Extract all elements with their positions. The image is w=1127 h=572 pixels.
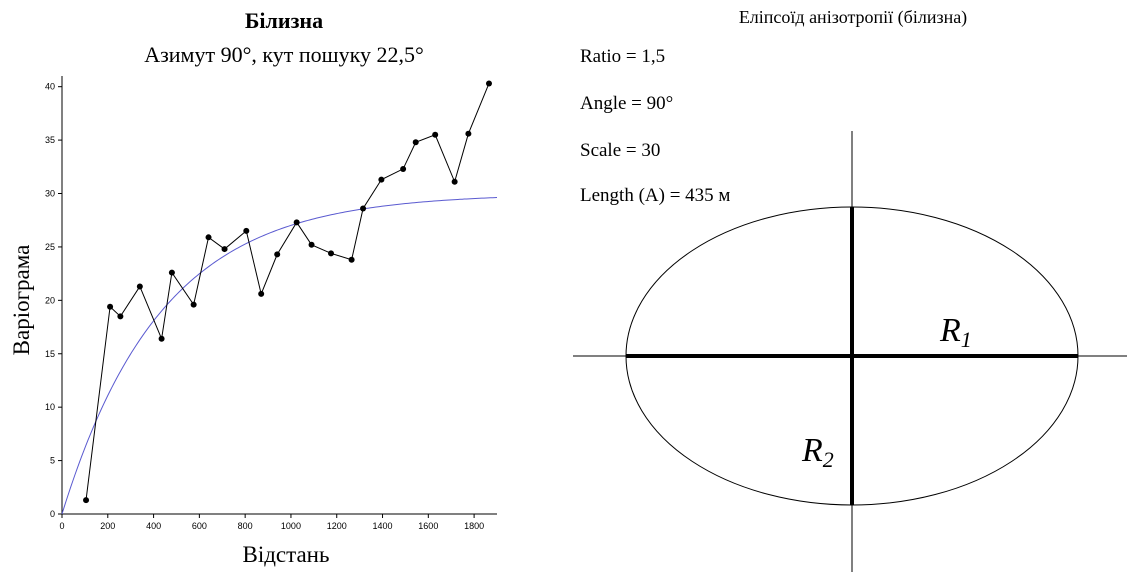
data-point — [360, 205, 367, 212]
ratio-text: Ratio = 1,5 — [580, 46, 665, 67]
data-point — [465, 130, 472, 137]
x-tick-label: 1400 — [373, 521, 393, 531]
y-tick-label: 20 — [45, 295, 55, 305]
scale-text: Scale = 30 — [580, 140, 660, 161]
x-tick-label: 800 — [238, 521, 253, 531]
data-point — [348, 256, 355, 263]
y-tick-label: 30 — [45, 189, 55, 199]
x-tick-label: 400 — [146, 521, 161, 531]
r2-label-main: R — [801, 432, 823, 469]
chart-title: Білизна — [245, 8, 323, 33]
y-tick-label: 25 — [45, 242, 55, 252]
anisotropy-ellipse-panel: Еліпсоїд анізотропії (білизна) Ratio = 1… — [573, 7, 1127, 572]
length-text: Length (A) = 435 м — [580, 185, 730, 206]
x-tick-label: 1200 — [327, 521, 347, 531]
data-point — [136, 283, 143, 290]
data-point — [293, 219, 300, 226]
data-point — [485, 80, 492, 87]
data-point — [168, 269, 175, 276]
r1-label-main: R — [939, 312, 961, 349]
data-point — [221, 246, 228, 253]
y-tick-label: 35 — [45, 135, 55, 145]
x-tick-label: 1800 — [464, 521, 484, 531]
data-point — [432, 131, 439, 138]
data-point — [190, 301, 197, 308]
y-axis-label: Варіограма — [9, 245, 34, 356]
data-point — [205, 234, 212, 241]
y-tick-label: 5 — [50, 456, 55, 466]
x-tick-label: 200 — [100, 521, 115, 531]
data-point — [117, 313, 124, 320]
y-tick-label: 0 — [50, 509, 55, 519]
ellipse-title: Еліпсоїд анізотропії (білизна) — [739, 7, 967, 28]
angle-text: Angle = 90° — [580, 93, 673, 114]
y-ticks: 0 5 10 15 20 25 30 35 40 — [45, 82, 62, 519]
r2-label: R2 — [801, 432, 834, 472]
y-tick-label: 15 — [45, 349, 55, 359]
data-point — [378, 176, 385, 183]
r1-label-sub: 1 — [961, 327, 972, 352]
x-axis-label: Відстань — [243, 542, 330, 567]
data-point — [328, 250, 335, 257]
x-ticks: 0 200 400 600 800 1000 1200 1400 1600 1800 — [59, 514, 484, 531]
y-tick-label: 10 — [45, 402, 55, 412]
data-point — [274, 251, 281, 258]
chart-subtitle: Азимут 90°, кут пошуку 22,5° — [144, 42, 424, 67]
r1-label: R1 — [939, 312, 972, 352]
data-point — [412, 139, 419, 146]
r2-label-sub: 2 — [823, 447, 834, 472]
data-point — [258, 290, 265, 297]
data-point — [243, 227, 250, 234]
data-point — [158, 335, 165, 342]
data-point — [107, 303, 114, 310]
data-point — [400, 165, 407, 172]
empirical-points — [83, 80, 492, 504]
x-tick-label: 1600 — [418, 521, 438, 531]
y-tick-label: 40 — [45, 82, 55, 92]
x-tick-label: 1000 — [281, 521, 301, 531]
model-curve — [61, 197, 498, 515]
x-tick-label: 600 — [192, 521, 207, 531]
data-point — [308, 241, 315, 248]
data-point — [83, 497, 90, 504]
variogram-chart: Білизна Азимут 90°, кут пошуку 22,5° 0 5 1… — [9, 8, 498, 567]
empirical-line — [85, 83, 490, 501]
data-point — [451, 178, 458, 185]
x-tick-label: 0 — [59, 521, 64, 531]
